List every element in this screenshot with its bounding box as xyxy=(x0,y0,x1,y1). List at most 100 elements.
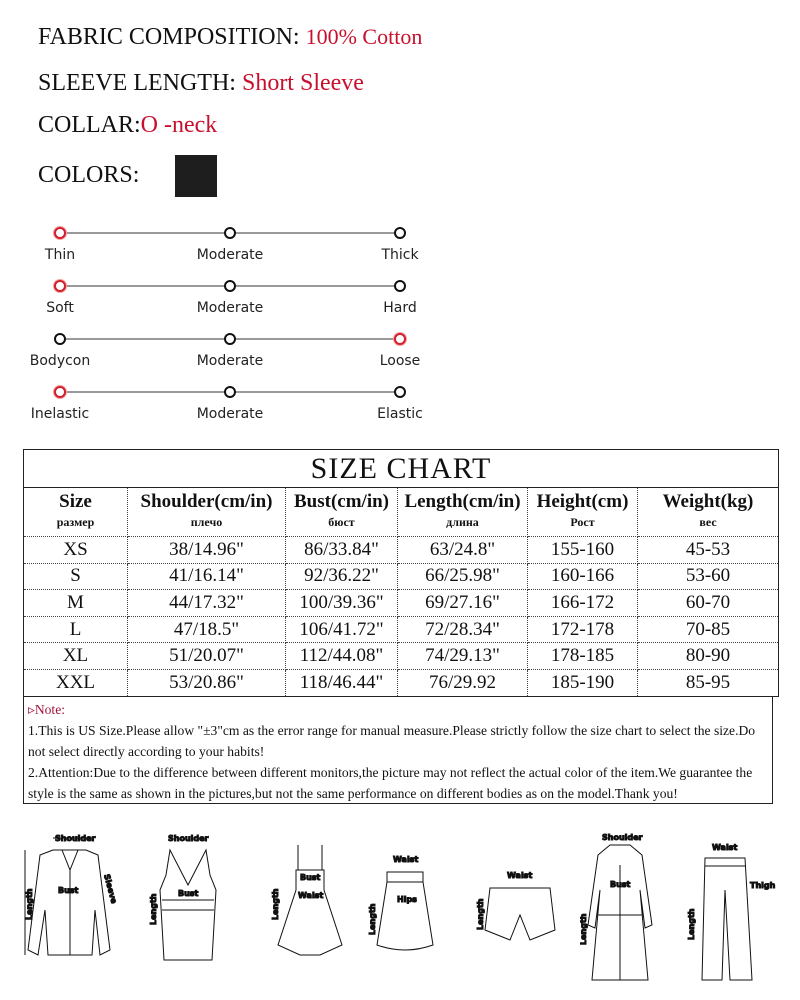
header-ru: длина xyxy=(446,515,479,529)
table-row: M 44/17.32" 100/39.36" 69/27.16" 166-172 60-7… xyxy=(23,589,779,617)
table-cell: XL xyxy=(23,642,128,670)
label: Thigh xyxy=(750,881,776,890)
dress-diagram: Bust Waist Length xyxy=(271,845,343,956)
slider-dot xyxy=(394,386,406,398)
label: Bust xyxy=(58,886,79,895)
column-header: Length(cm/in) длина xyxy=(397,487,528,537)
slider-dot xyxy=(224,386,236,398)
table-cell: L xyxy=(23,616,128,644)
label: Length xyxy=(25,888,34,920)
table-cell: 172-178 xyxy=(527,616,638,644)
label: Hips xyxy=(397,895,417,904)
slider-label: Moderate xyxy=(196,353,264,369)
slider-label: Loose xyxy=(379,353,421,369)
label: Length xyxy=(271,888,280,920)
label: Length xyxy=(149,893,158,925)
slider-dot xyxy=(224,227,236,239)
table-cell: 80-90 xyxy=(637,642,779,670)
label: Waist xyxy=(712,843,737,852)
attr-value: O -neck xyxy=(140,112,218,138)
table-row: L 47/18.5" 106/41.72" 72/28.34" 172-178 70-85 xyxy=(23,616,779,644)
slider-dot-selected xyxy=(394,333,406,345)
attr-label: COLLAR: xyxy=(38,112,141,138)
table-row: XL 51/20.07" 112/44.08" 74/29.13" 178-185 80-… xyxy=(23,642,779,670)
column-header: Weight(kg) вес xyxy=(637,487,779,537)
attr-label: SLEEVE LENGTH: xyxy=(38,70,236,96)
slider-label: Moderate xyxy=(196,300,264,316)
table-cell: 38/14.96" xyxy=(127,536,286,564)
label: Length xyxy=(368,903,377,935)
fit-slider: Inelastic Moderate Elastic xyxy=(20,384,440,434)
size-note: ▹Note: 1.This is US Size.Please allow "±… xyxy=(23,696,773,804)
label: Sleeve xyxy=(102,873,119,905)
header-en: Length(cm/in) xyxy=(404,491,521,512)
note-line-2: 2.Attention:Due to the difference betwee… xyxy=(28,765,753,801)
slider-label: Moderate xyxy=(196,247,264,263)
slider-dot xyxy=(54,333,66,345)
skirt-diagram: Waist Hips Length xyxy=(368,855,434,951)
table-cell: M xyxy=(23,589,128,617)
slider-label: Bodycon xyxy=(29,353,91,369)
slider-dot-selected xyxy=(54,280,66,292)
table-cell: 92/36.22" xyxy=(285,563,398,591)
header-ru: плечо xyxy=(190,515,223,529)
note-line-1: 1.This is US Size.Please allow "±3"cm as… xyxy=(28,723,756,759)
table-cell: 51/20.07" xyxy=(127,642,286,670)
label: Shoulder xyxy=(168,834,209,843)
table-cell: 86/33.84" xyxy=(285,536,398,564)
attr-label: COLORS: xyxy=(38,162,140,188)
colors: COLORS: xyxy=(38,162,139,189)
label: Length xyxy=(580,913,588,945)
slider-label: Thin xyxy=(44,247,76,263)
label: Bust xyxy=(610,880,631,889)
table-cell: 178-185 xyxy=(527,642,638,670)
table-cell: XXL xyxy=(23,669,128,697)
collar: COLLAR:O -neck xyxy=(38,112,217,139)
header-ru: бюст xyxy=(328,515,355,529)
header-en: Size xyxy=(59,491,92,512)
coat-diagram: Shoulder Bust Length xyxy=(580,833,653,981)
color-swatch-black xyxy=(175,155,217,197)
table-cell: 106/41.72" xyxy=(285,616,398,644)
header-en: Bust(cm/in) xyxy=(294,491,389,512)
sleeve-length: SLEEVE LENGTH: Short Sleeve xyxy=(38,70,364,97)
table-cell: 60-70 xyxy=(637,589,779,617)
attr-value: Short Sleeve xyxy=(241,70,364,96)
pants-diagram: Waist Thigh Length xyxy=(687,843,776,981)
table-cell: 69/27.16" xyxy=(397,589,528,617)
fit-slider: Thin Moderate Thick xyxy=(20,225,440,275)
label: Length xyxy=(476,898,485,930)
slider-dot-selected xyxy=(54,227,66,239)
slider-dot xyxy=(224,333,236,345)
label: Length xyxy=(687,908,696,940)
slider-dot xyxy=(394,280,406,292)
header-en: Height(cm) xyxy=(536,491,629,512)
table-cell: 41/16.14" xyxy=(127,563,286,591)
table-cell: 53/20.86" xyxy=(127,669,286,697)
table-cell: 45-53 xyxy=(637,536,779,564)
table-cell: 72/28.34" xyxy=(397,616,528,644)
label: Bust xyxy=(178,889,199,898)
slider-dot-selected xyxy=(54,386,66,398)
attr-label: FABRIC COMPOSITION: xyxy=(38,24,300,50)
table-cell: 185-190 xyxy=(527,669,638,697)
label: Waist xyxy=(393,855,418,864)
table-cell: S xyxy=(23,563,128,591)
table-cell: 53-60 xyxy=(637,563,779,591)
table-cell: 160-166 xyxy=(527,563,638,591)
shorts-diagram: Waist Length xyxy=(476,871,556,941)
header-ru: размер xyxy=(56,515,95,529)
fit-slider: Soft Moderate Hard xyxy=(20,278,440,328)
slider-label: Elastic xyxy=(377,406,423,422)
table-cell: 66/25.98" xyxy=(397,563,528,591)
size-chart-title: SIZE CHART xyxy=(23,449,779,488)
table-cell: 118/46.44" xyxy=(285,669,398,697)
table-row: S 41/16.14" 92/36.22" 66/25.98" 160-166 53-60 xyxy=(23,563,779,591)
label: Bust xyxy=(300,873,321,882)
tank-top-diagram: Shoulder Bust Length xyxy=(149,834,217,961)
table-row: XXL 53/20.86" 118/46.44" 76/29.92 185-190 85-… xyxy=(23,669,779,697)
table-cell: 85-95 xyxy=(637,669,779,697)
label: Waist xyxy=(298,891,323,900)
label: Shoulder xyxy=(55,834,96,843)
table-cell: 100/39.36" xyxy=(285,589,398,617)
